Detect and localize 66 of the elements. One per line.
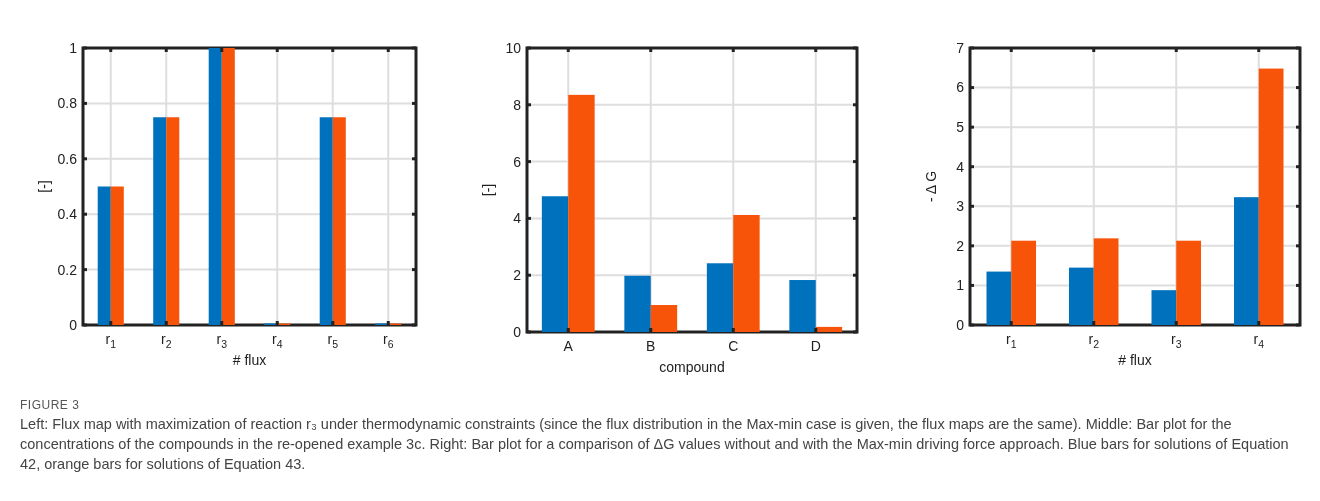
y-tick-label: 10 xyxy=(505,39,522,56)
bar xyxy=(650,305,678,332)
y-tick-label: 2 xyxy=(513,267,522,284)
bar xyxy=(1069,267,1094,325)
y-tick-label: 5 xyxy=(956,119,965,136)
y-tick-label: 2 xyxy=(956,237,965,254)
y-axis-title: [-] xyxy=(480,183,496,197)
y-tick-label: 4 xyxy=(956,158,965,175)
bar xyxy=(319,117,333,325)
bar xyxy=(208,48,222,325)
x-tick-label: r$_{5}$ xyxy=(327,331,339,350)
x-tick-label: r$_{3}$ xyxy=(1170,331,1182,350)
bar xyxy=(541,196,569,332)
bar xyxy=(221,48,235,325)
bar xyxy=(1151,290,1177,325)
bar xyxy=(1176,240,1201,325)
bar xyxy=(733,214,760,332)
bar xyxy=(110,186,124,325)
y-tick-label: 4 xyxy=(513,210,522,227)
x-axis-title: # flux xyxy=(1118,352,1152,368)
x-axis-title: compound xyxy=(659,359,725,375)
y-axis-title: - Δ G xyxy=(923,170,939,203)
y-axis-title: [-] xyxy=(36,180,52,193)
bar xyxy=(568,94,595,332)
y-tick-label: 1 xyxy=(956,277,965,294)
bar xyxy=(1234,197,1259,325)
bar xyxy=(624,275,651,332)
y-tick-label: 8 xyxy=(513,96,522,113)
y-tick-label: 1 xyxy=(69,39,78,56)
y-tick-label: 7 xyxy=(956,39,965,56)
y-tick-label: 6 xyxy=(513,153,522,170)
text: FIGURE 3 xyxy=(20,398,80,412)
bar xyxy=(332,117,346,325)
x-tick-label: r$_{3}$ xyxy=(216,331,228,350)
x-tick-label: B xyxy=(646,338,656,354)
bar xyxy=(97,186,111,325)
bar xyxy=(1258,68,1284,325)
y-tick-label: 6 xyxy=(956,79,965,96)
text: Left: Flux map with maximization of reaction r₃ under thermodynamic constraints (since the flux distribution in the Max-min case is given, the flux maps are the same). Middle: Bar plot for the concentrations of the compounds in the re-opened example 3c. Right: Bar plot for a comparison of ΔG values without and with the Max-min driving force approach. Blue bars for solutions of Equation 42, orange bars for solutions of Equation 43. xyxy=(20,416,1289,472)
y-tick-label: 0.6 xyxy=(57,150,78,167)
x-tick-label: C xyxy=(728,338,739,354)
bar xyxy=(153,117,167,325)
y-tick-label: 3 xyxy=(956,198,965,215)
x-tick-label: A xyxy=(563,338,574,354)
y-tick-label: 0 xyxy=(956,316,965,333)
x-tick-label: r$_{1}$ xyxy=(1005,331,1017,350)
bar xyxy=(815,326,843,332)
y-tick-label: 0.2 xyxy=(57,261,78,278)
x-tick-label: r$_{2}$ xyxy=(160,331,172,350)
x-axis-title: # flux xyxy=(232,352,267,368)
x-tick-label: r$_{2}$ xyxy=(1088,331,1100,350)
bar xyxy=(789,280,816,332)
x-tick-label: D xyxy=(810,338,821,354)
bar xyxy=(1011,240,1036,325)
bar xyxy=(986,271,1012,325)
bar xyxy=(166,117,180,325)
x-tick-label: r$_{4}$ xyxy=(1253,331,1265,350)
x-tick-label: r$_{1}$ xyxy=(105,331,117,350)
bar xyxy=(1093,238,1119,325)
y-tick-label: 0 xyxy=(69,316,78,333)
x-tick-label: r$_{4}$ xyxy=(271,331,283,350)
x-tick-label: r$_{6}$ xyxy=(382,331,394,350)
y-tick-label: 0.4 xyxy=(57,206,78,223)
y-tick-label: 0 xyxy=(513,323,522,340)
y-tick-label: 0.8 xyxy=(57,95,78,112)
bar xyxy=(706,263,734,332)
